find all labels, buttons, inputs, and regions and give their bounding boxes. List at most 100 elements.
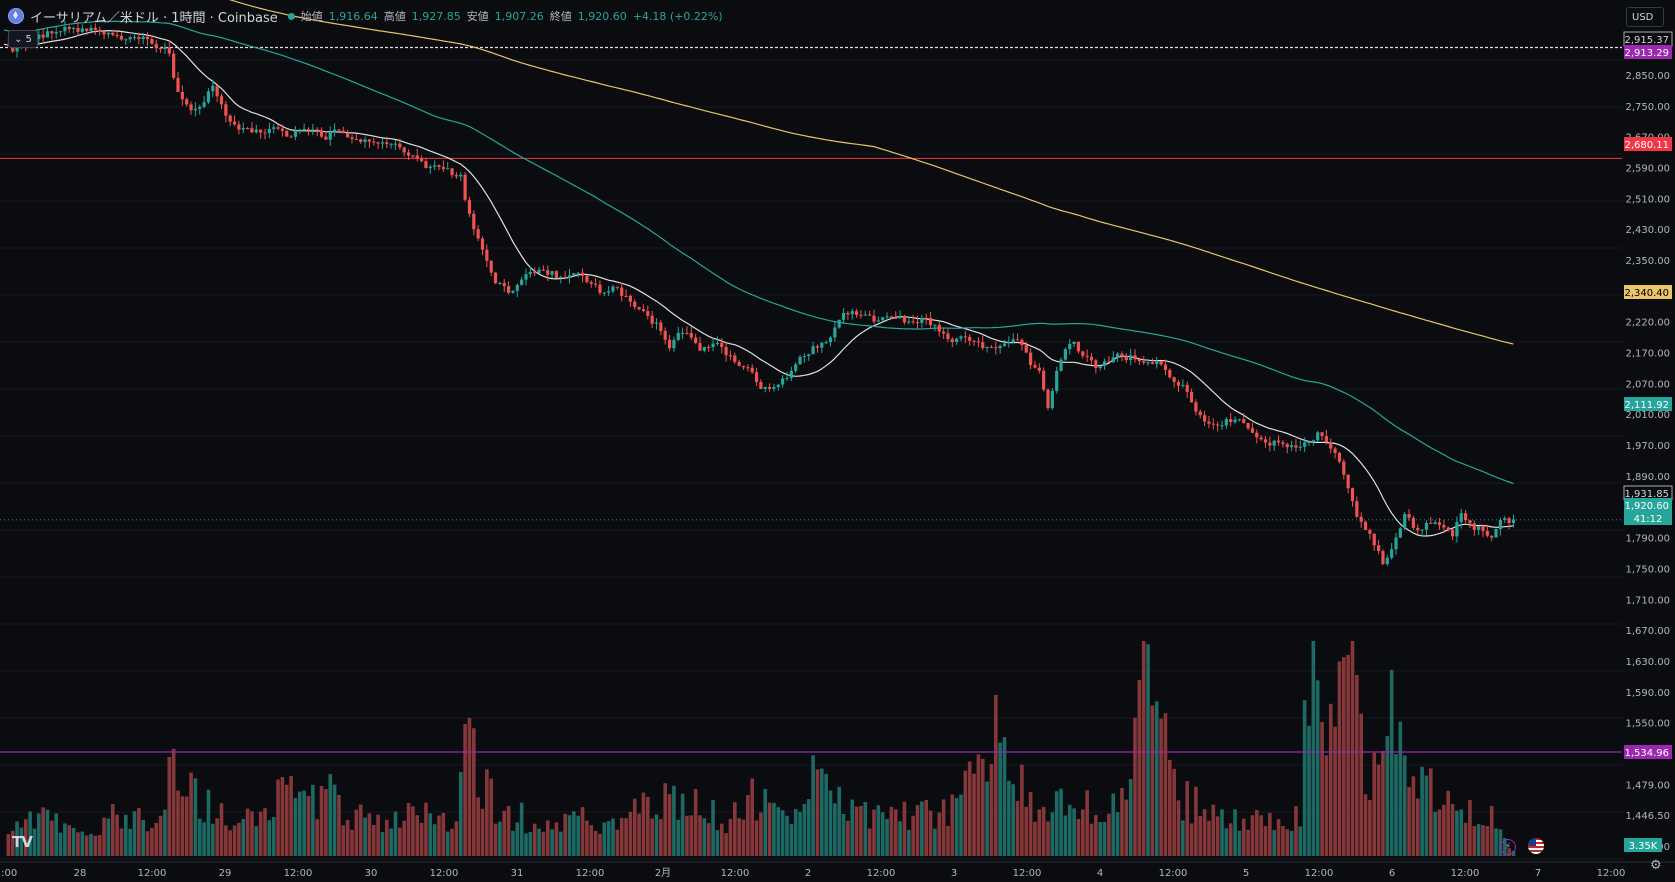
candle-body	[102, 31, 106, 35]
volume-bar	[1363, 794, 1368, 856]
candle-body	[750, 367, 754, 373]
volume-bar	[19, 827, 24, 856]
price-tick-label: 2,510.00	[1625, 194, 1670, 205]
volume-bar	[572, 811, 576, 856]
candle-body	[1029, 352, 1033, 366]
volume-bar	[1385, 736, 1390, 856]
volume-bar	[141, 819, 145, 856]
candle-body	[650, 315, 654, 324]
settings-gear-icon[interactable]: ⚙	[1650, 858, 1662, 873]
tradingview-logo[interactable]: TV	[12, 833, 33, 851]
volume-bar	[1372, 752, 1377, 856]
candle-body	[528, 271, 532, 275]
candle-body	[898, 316, 902, 319]
indicators-toggle-button[interactable]: ⌄ 5	[8, 30, 38, 48]
candle-body	[776, 384, 780, 388]
candle-body	[1420, 529, 1424, 531]
us-flag-icon[interactable]	[1528, 838, 1544, 854]
volume-bar	[1281, 826, 1285, 856]
candle-body	[1333, 448, 1337, 453]
volume-bar	[311, 784, 315, 856]
candle-body	[694, 337, 698, 344]
currency-selector[interactable]: USD	[1626, 7, 1664, 27]
volume-bar	[163, 809, 167, 856]
price-marker	[1624, 498, 1672, 512]
volume-bar	[1102, 821, 1107, 856]
time-tick-label: 5	[1243, 868, 1249, 879]
candle-body	[172, 53, 176, 78]
volume-bar	[689, 815, 694, 856]
volume-bar	[898, 821, 902, 856]
candle-body	[741, 365, 746, 368]
candle-body	[824, 342, 828, 344]
candle-body	[1494, 529, 1498, 538]
volume-bar	[406, 802, 411, 856]
flash-icon[interactable]: ⚡	[1500, 839, 1516, 855]
volume-bar	[15, 821, 19, 856]
candle-body	[215, 85, 219, 97]
volume-bar	[967, 761, 972, 856]
volume-bar	[1415, 798, 1420, 856]
candle-body	[585, 275, 589, 283]
candle-body	[145, 36, 150, 40]
candle-body	[1437, 522, 1442, 525]
volume-bar	[37, 813, 41, 856]
volume-bar	[885, 818, 889, 856]
volume-bar	[724, 833, 728, 856]
candle-body	[241, 128, 245, 130]
time-tick-label: 4	[1097, 868, 1103, 879]
volume-marker-label: 3.35K	[1629, 841, 1658, 852]
candle-body	[185, 99, 189, 105]
volume-bar	[1067, 804, 1072, 856]
candle-body	[180, 91, 184, 100]
symbol-title[interactable]: イーサリアム／米ドル · 1時間 · Coinbase	[30, 10, 278, 26]
candle-body	[367, 139, 371, 142]
candle-body	[293, 130, 298, 137]
candle-body	[337, 129, 341, 131]
volume-bar	[763, 788, 768, 856]
price-marker-label: 1,534.96	[1624, 748, 1669, 759]
volume-bar	[663, 783, 667, 856]
candle-body	[607, 291, 611, 293]
volume-bar	[602, 822, 607, 856]
candle-body	[685, 332, 689, 334]
volume-bar	[820, 768, 824, 856]
volume-bar	[767, 802, 772, 856]
volume-bar	[437, 815, 441, 856]
volume-bar	[472, 728, 476, 856]
candle-body	[1294, 445, 1298, 448]
candle-body	[1498, 519, 1502, 530]
volume-bar	[1328, 703, 1333, 856]
volume-bar	[454, 821, 459, 856]
volume-bar	[1272, 830, 1276, 856]
volume-bar	[1294, 806, 1298, 856]
candle-body	[1246, 422, 1250, 429]
candle-body	[1303, 442, 1307, 447]
candle-body	[1481, 526, 1485, 531]
price-tick-label: 2,850.00	[1625, 71, 1670, 82]
volume-bar	[302, 790, 306, 856]
volume-bar	[776, 807, 781, 856]
candle-body	[354, 138, 358, 140]
candle-body	[76, 28, 80, 32]
volume-bar	[337, 794, 341, 856]
candle-body	[789, 370, 793, 378]
volume-bar	[463, 723, 467, 856]
time-tick-label: 12:00	[721, 868, 750, 879]
candle-body	[454, 175, 458, 177]
candle-body	[1394, 537, 1398, 550]
candle-body	[1120, 353, 1124, 357]
candle-body	[411, 155, 415, 157]
volume-bar	[502, 810, 507, 856]
volume-bar	[550, 829, 554, 856]
candle-body	[820, 342, 824, 348]
time-tick-label: 12:00	[430, 868, 459, 879]
candle-body	[324, 136, 328, 140]
volume-bar	[1237, 830, 1242, 856]
volume-bar	[693, 789, 698, 856]
candle-body	[319, 130, 324, 137]
volume-bar	[93, 835, 98, 856]
candle-body	[285, 130, 289, 137]
candle-body	[1076, 341, 1081, 352]
